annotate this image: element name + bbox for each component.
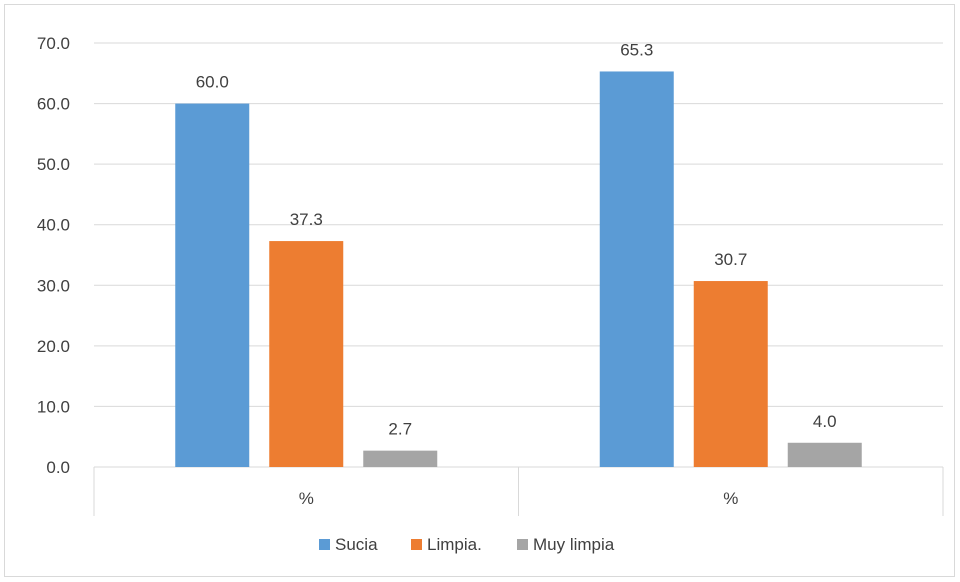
x-category-label: % xyxy=(299,489,314,508)
data-label: 37.3 xyxy=(290,210,323,229)
legend-swatch xyxy=(517,539,528,550)
data-label: 4.0 xyxy=(813,412,837,431)
bar-limpia xyxy=(693,281,768,467)
data-label: 30.7 xyxy=(714,250,747,269)
x-category-label: % xyxy=(723,489,738,508)
legend-item: Sucia xyxy=(319,535,378,554)
legend-swatch xyxy=(411,539,422,550)
data-label: 65.3 xyxy=(620,40,653,59)
legend-item: Muy limpia xyxy=(517,535,615,554)
chart-frame xyxy=(4,4,955,577)
data-label: 60.0 xyxy=(196,73,229,92)
y-tick-label: 70.0 xyxy=(37,34,70,53)
bar-sucia xyxy=(175,103,250,468)
bars xyxy=(175,71,862,468)
y-tick-label: 50.0 xyxy=(37,155,70,174)
y-axis-labels: 0.0 10.0 20.0 30.0 40.0 50.0 60.0 70.0 xyxy=(37,34,70,477)
legend: Sucia Limpia. Muy limpia xyxy=(319,535,615,554)
bar-sucia xyxy=(599,71,674,468)
y-tick-label: 60.0 xyxy=(37,95,70,114)
y-tick-label: 30.0 xyxy=(37,276,70,295)
y-tick-label: 20.0 xyxy=(37,337,70,356)
legend-item: Limpia. xyxy=(411,535,482,554)
y-tick-label: 10.0 xyxy=(37,397,70,416)
bar-muy-limpia xyxy=(787,442,862,467)
bar-limpia xyxy=(269,241,344,467)
legend-label: Sucia xyxy=(335,535,378,554)
y-tick-label: 40.0 xyxy=(37,216,70,235)
y-tick-label: 0.0 xyxy=(46,458,70,477)
legend-label: Muy limpia xyxy=(533,535,615,554)
x-axis: %% xyxy=(93,467,944,516)
data-labels: 60.0 37.3 2.7 65.3 30.7 4.0 xyxy=(196,40,837,438)
legend-swatch xyxy=(319,539,330,550)
data-label: 2.7 xyxy=(388,420,412,439)
legend-label: Limpia. xyxy=(427,535,482,554)
bar-muy-limpia xyxy=(363,450,438,467)
